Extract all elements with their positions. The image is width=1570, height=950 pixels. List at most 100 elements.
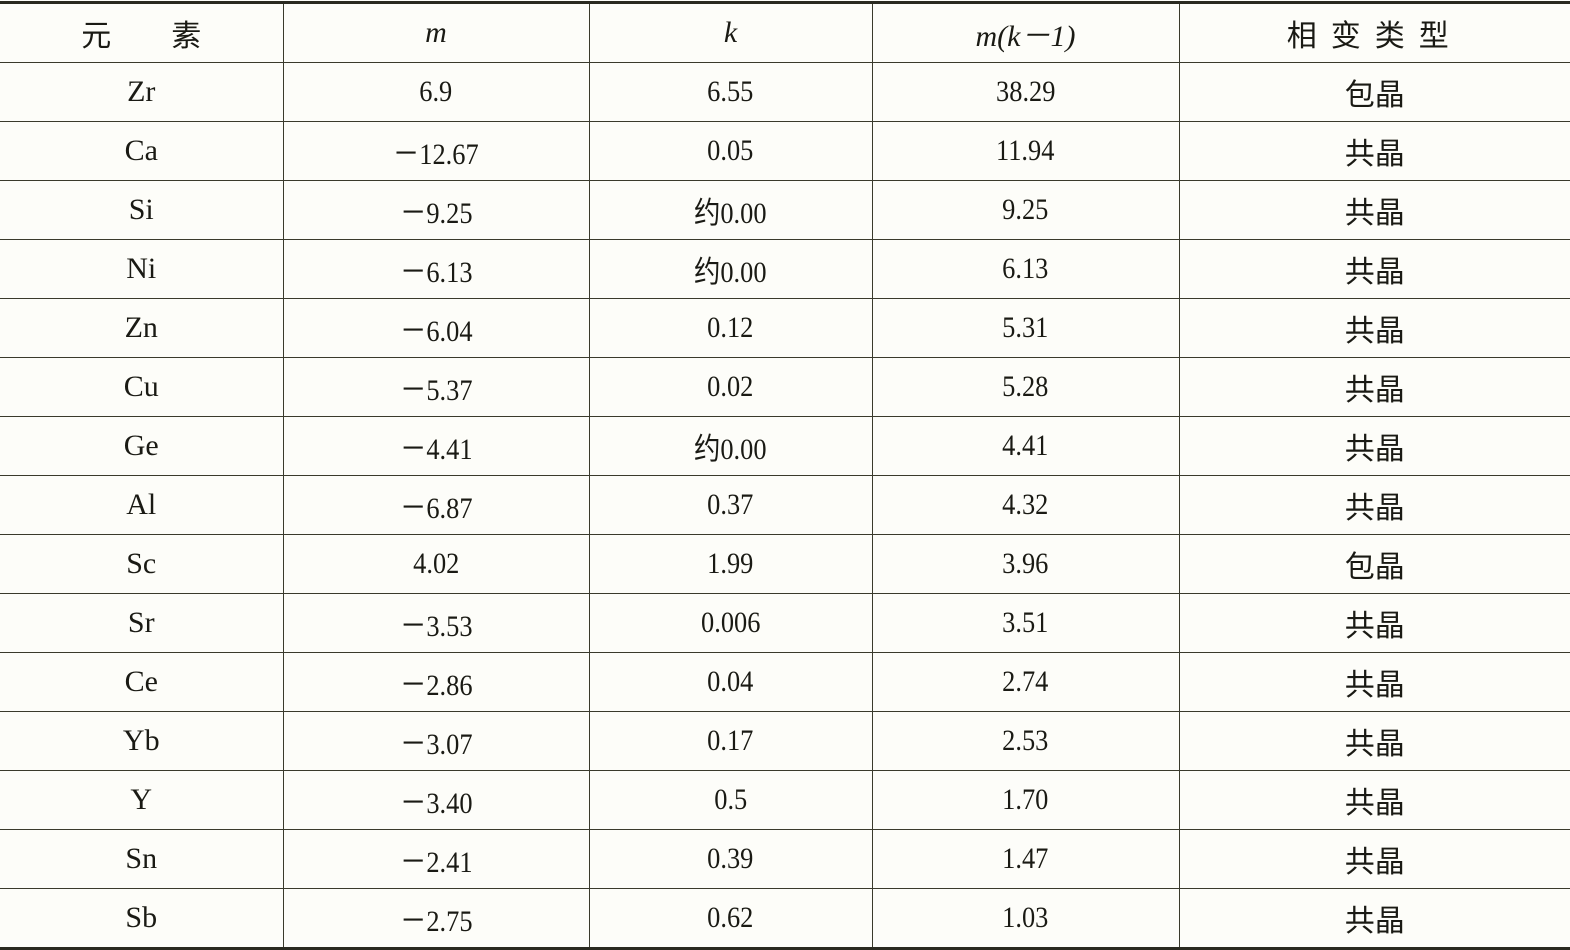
cell-value: 共晶 (1344, 256, 1405, 289)
cell-value: 共晶 (1344, 138, 1405, 171)
cell-value: －2.41 (399, 846, 473, 879)
cell-value: －3.53 (399, 610, 473, 643)
cell-element: Ni (0, 239, 284, 299)
cell-m-k-minus-1: 5.31 (871, 298, 1180, 358)
cell-phase-type: 共晶 (1178, 593, 1570, 653)
cell-value: Yb (122, 724, 160, 757)
cell-value: 约0.00 (694, 256, 767, 289)
cell-value: －6.13 (399, 256, 473, 289)
cell-phase-type: 共晶 (1178, 357, 1570, 417)
cell-element: Zn (0, 298, 284, 358)
table-row: Sr －3.53 0.006 3.51 共晶 (0, 593, 1570, 653)
cell-value: 0.62 (707, 901, 754, 934)
cell-phase-type: 共晶 (1178, 652, 1570, 712)
cell-value: 共晶 (1344, 433, 1405, 466)
cell-element: Ca (0, 121, 284, 181)
cell-value: 11.94 (996, 134, 1055, 167)
cell-phase-type: 共晶 (1178, 416, 1570, 476)
header-m-k-minus-1: m(k－1) (871, 1, 1180, 63)
cell-value: 5.28 (1002, 370, 1049, 403)
header-label: k (723, 16, 738, 49)
cell-value: Sc (126, 547, 157, 580)
cell-m-k-minus-1: 3.51 (871, 593, 1180, 653)
cell-m: －2.75 (282, 888, 590, 950)
cell-value: 9.25 (1002, 193, 1049, 226)
cell-value: 共晶 (1344, 905, 1405, 938)
cell-value: 3.96 (1002, 547, 1049, 580)
cell-m: －3.07 (282, 711, 590, 771)
cell-phase-type: 共晶 (1178, 298, 1570, 358)
cell-value: 5.31 (1002, 311, 1049, 344)
cell-value: 共晶 (1344, 315, 1405, 348)
cell-value: 约0.00 (694, 197, 767, 230)
cell-m: －2.41 (282, 829, 590, 889)
cell-m-k-minus-1: 5.28 (871, 357, 1180, 417)
cell-value: 共晶 (1344, 669, 1405, 702)
cell-m: －12.67 (282, 121, 590, 181)
cell-k: 0.17 (588, 711, 873, 771)
cell-value: 共晶 (1344, 197, 1405, 230)
cell-value: 0.04 (707, 665, 754, 698)
cell-m: －6.13 (282, 239, 590, 299)
header-label: 相变类型 (1286, 20, 1463, 53)
cell-value: 共晶 (1344, 610, 1405, 643)
cell-element: Sn (0, 829, 284, 889)
cell-value: Ca (124, 134, 158, 167)
cell-value: －2.75 (399, 905, 473, 938)
cell-value: －4.41 (399, 433, 473, 466)
table-row: Sn －2.41 0.39 1.47 共晶 (0, 829, 1570, 889)
cell-value: 4.02 (412, 547, 460, 580)
cell-value: Ce (124, 665, 158, 698)
cell-element: Ge (0, 416, 284, 476)
cell-value: －6.87 (399, 492, 473, 525)
cell-m-k-minus-1: 38.29 (871, 62, 1180, 122)
cell-phase-type: 共晶 (1178, 121, 1570, 181)
header-phase-type: 相变类型 (1178, 1, 1570, 63)
cell-k: 6.55 (588, 62, 873, 122)
cell-element: Sr (0, 593, 284, 653)
cell-value: Zr (127, 75, 156, 108)
cell-value: 包晶 (1344, 551, 1405, 584)
cell-m: －3.40 (282, 770, 590, 830)
header-label: m (425, 16, 447, 49)
cell-value: Sb (125, 901, 158, 934)
table-row: Ca －12.67 0.05 11.94 共晶 (0, 121, 1570, 181)
cell-value: －6.04 (399, 315, 473, 348)
header-label: m(k－1) (975, 20, 1076, 53)
cell-value: －3.07 (399, 728, 473, 761)
cell-value: 6.55 (707, 75, 754, 108)
cell-value: Al (126, 488, 157, 521)
table-header: 元素 m k m(k－1) 相变类型 (0, 1, 1570, 63)
cell-element: Sc (0, 534, 284, 594)
cell-phase-type: 共晶 (1178, 180, 1570, 240)
cell-value: 0.5 (714, 783, 747, 816)
cell-value: 共晶 (1344, 492, 1405, 525)
cell-element: Ce (0, 652, 284, 712)
cell-value: 4.41 (1002, 429, 1049, 462)
cell-k: 0.37 (588, 475, 873, 535)
table-row: Yb －3.07 0.17 2.53 共晶 (0, 711, 1570, 771)
table-row: Y －3.40 0.5 1.70 共晶 (0, 770, 1570, 830)
cell-m: －4.41 (282, 416, 590, 476)
table-body: Zr 6.9 6.55 38.29 包晶 Ca －12.67 0.05 11.94 共晶 Si －9.… (0, 62, 1570, 950)
cell-m-k-minus-1: 1.70 (871, 770, 1180, 830)
cell-element: Sb (0, 888, 284, 950)
cell-m: －6.87 (282, 475, 590, 535)
cell-value: Y (130, 783, 153, 816)
cell-element: Al (0, 475, 284, 535)
header-m: m (282, 1, 590, 63)
cell-phase-type: 包晶 (1178, 62, 1570, 122)
cell-value: 0.17 (707, 724, 754, 757)
table-row: Sb －2.75 0.62 1.03 共晶 (0, 888, 1570, 950)
cell-value: 约0.00 (694, 433, 767, 466)
cell-value: 0.12 (707, 311, 754, 344)
cell-element: Zr (0, 62, 284, 122)
cell-m-k-minus-1: 9.25 (871, 180, 1180, 240)
cell-value: －5.37 (399, 374, 473, 407)
cell-k: 1.99 (588, 534, 873, 594)
cell-element: Y (0, 770, 284, 830)
cell-k: 0.5 (588, 770, 873, 830)
cell-value: 共晶 (1344, 728, 1405, 761)
cell-value: Si (128, 193, 154, 226)
cell-m: 4.02 (282, 534, 590, 594)
